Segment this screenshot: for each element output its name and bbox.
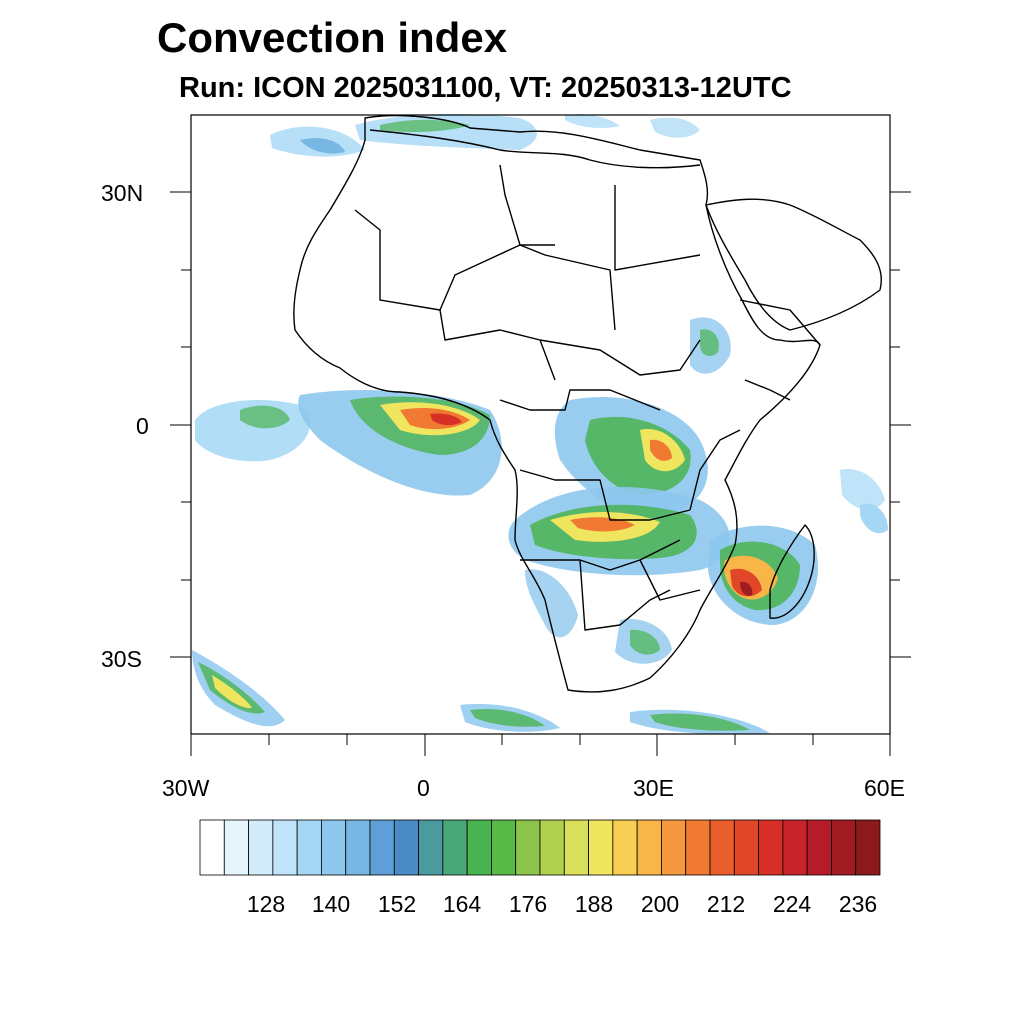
x-tick-label-60e: 60E xyxy=(864,775,905,801)
colorbar-box xyxy=(661,819,687,876)
colorbar-labels: 128 140 152 164 176 188 200 212 224 236 xyxy=(247,891,877,917)
colorbar-label: 236 xyxy=(839,891,877,917)
colorbar-box xyxy=(515,819,541,876)
colorbar-box xyxy=(636,819,662,876)
y-tick-label-30n: 30N xyxy=(101,180,144,206)
colorbar-box xyxy=(539,819,565,876)
colorbar-box xyxy=(223,819,249,876)
colorbar-box xyxy=(782,819,808,876)
axis-ticks xyxy=(170,191,911,756)
colorbar-box xyxy=(321,819,347,876)
colorbar-label: 176 xyxy=(509,891,547,917)
colorbar-box xyxy=(248,819,274,876)
colorbar-box xyxy=(831,819,857,876)
colorbar-box xyxy=(296,819,322,876)
colorbar-box xyxy=(685,819,711,876)
colorbar-box xyxy=(442,819,468,876)
colorbar-box xyxy=(272,819,298,876)
y-tick-label-30s: 30S xyxy=(101,646,142,672)
colorbar-box xyxy=(806,819,832,876)
colorbar-label: 152 xyxy=(378,891,416,917)
colorbar-box xyxy=(709,819,735,876)
colorbar-box xyxy=(758,819,784,876)
colorbar-box xyxy=(345,819,371,876)
x-tick-label-30e: 30E xyxy=(633,775,674,801)
colorbar-box xyxy=(855,819,881,876)
colorbar-box xyxy=(199,819,225,876)
colorbar-box xyxy=(563,819,589,876)
map-title: Convection index xyxy=(157,14,508,61)
colorbar xyxy=(199,819,881,876)
x-tick-label-30w: 30W xyxy=(162,775,210,801)
colorbar-label: 164 xyxy=(443,891,482,917)
y-tick-label-0: 0 xyxy=(136,413,149,439)
colorbar-box xyxy=(588,819,614,876)
run-valid-time-subtitle: Run: ICON 2025031100, VT: 20250313-12UTC xyxy=(179,72,792,104)
colorbar-label: 128 xyxy=(247,891,285,917)
colorbar-label: 188 xyxy=(575,891,613,917)
colorbar-label: 140 xyxy=(312,891,350,917)
colorbar-box xyxy=(612,819,638,876)
colorbar-label: 224 xyxy=(773,891,812,917)
colorbar-box xyxy=(491,819,517,876)
colorbar-box xyxy=(369,819,395,876)
colorbar-box xyxy=(733,819,759,876)
convection-field xyxy=(192,114,888,735)
colorbar-label: 212 xyxy=(707,891,745,917)
colorbar-box xyxy=(466,819,492,876)
colorbar-label: 200 xyxy=(641,891,679,917)
coastlines-and-borders xyxy=(293,114,882,693)
colorbar-box xyxy=(418,819,444,876)
x-tick-label-0: 0 xyxy=(417,775,430,801)
colorbar-box xyxy=(393,819,419,876)
